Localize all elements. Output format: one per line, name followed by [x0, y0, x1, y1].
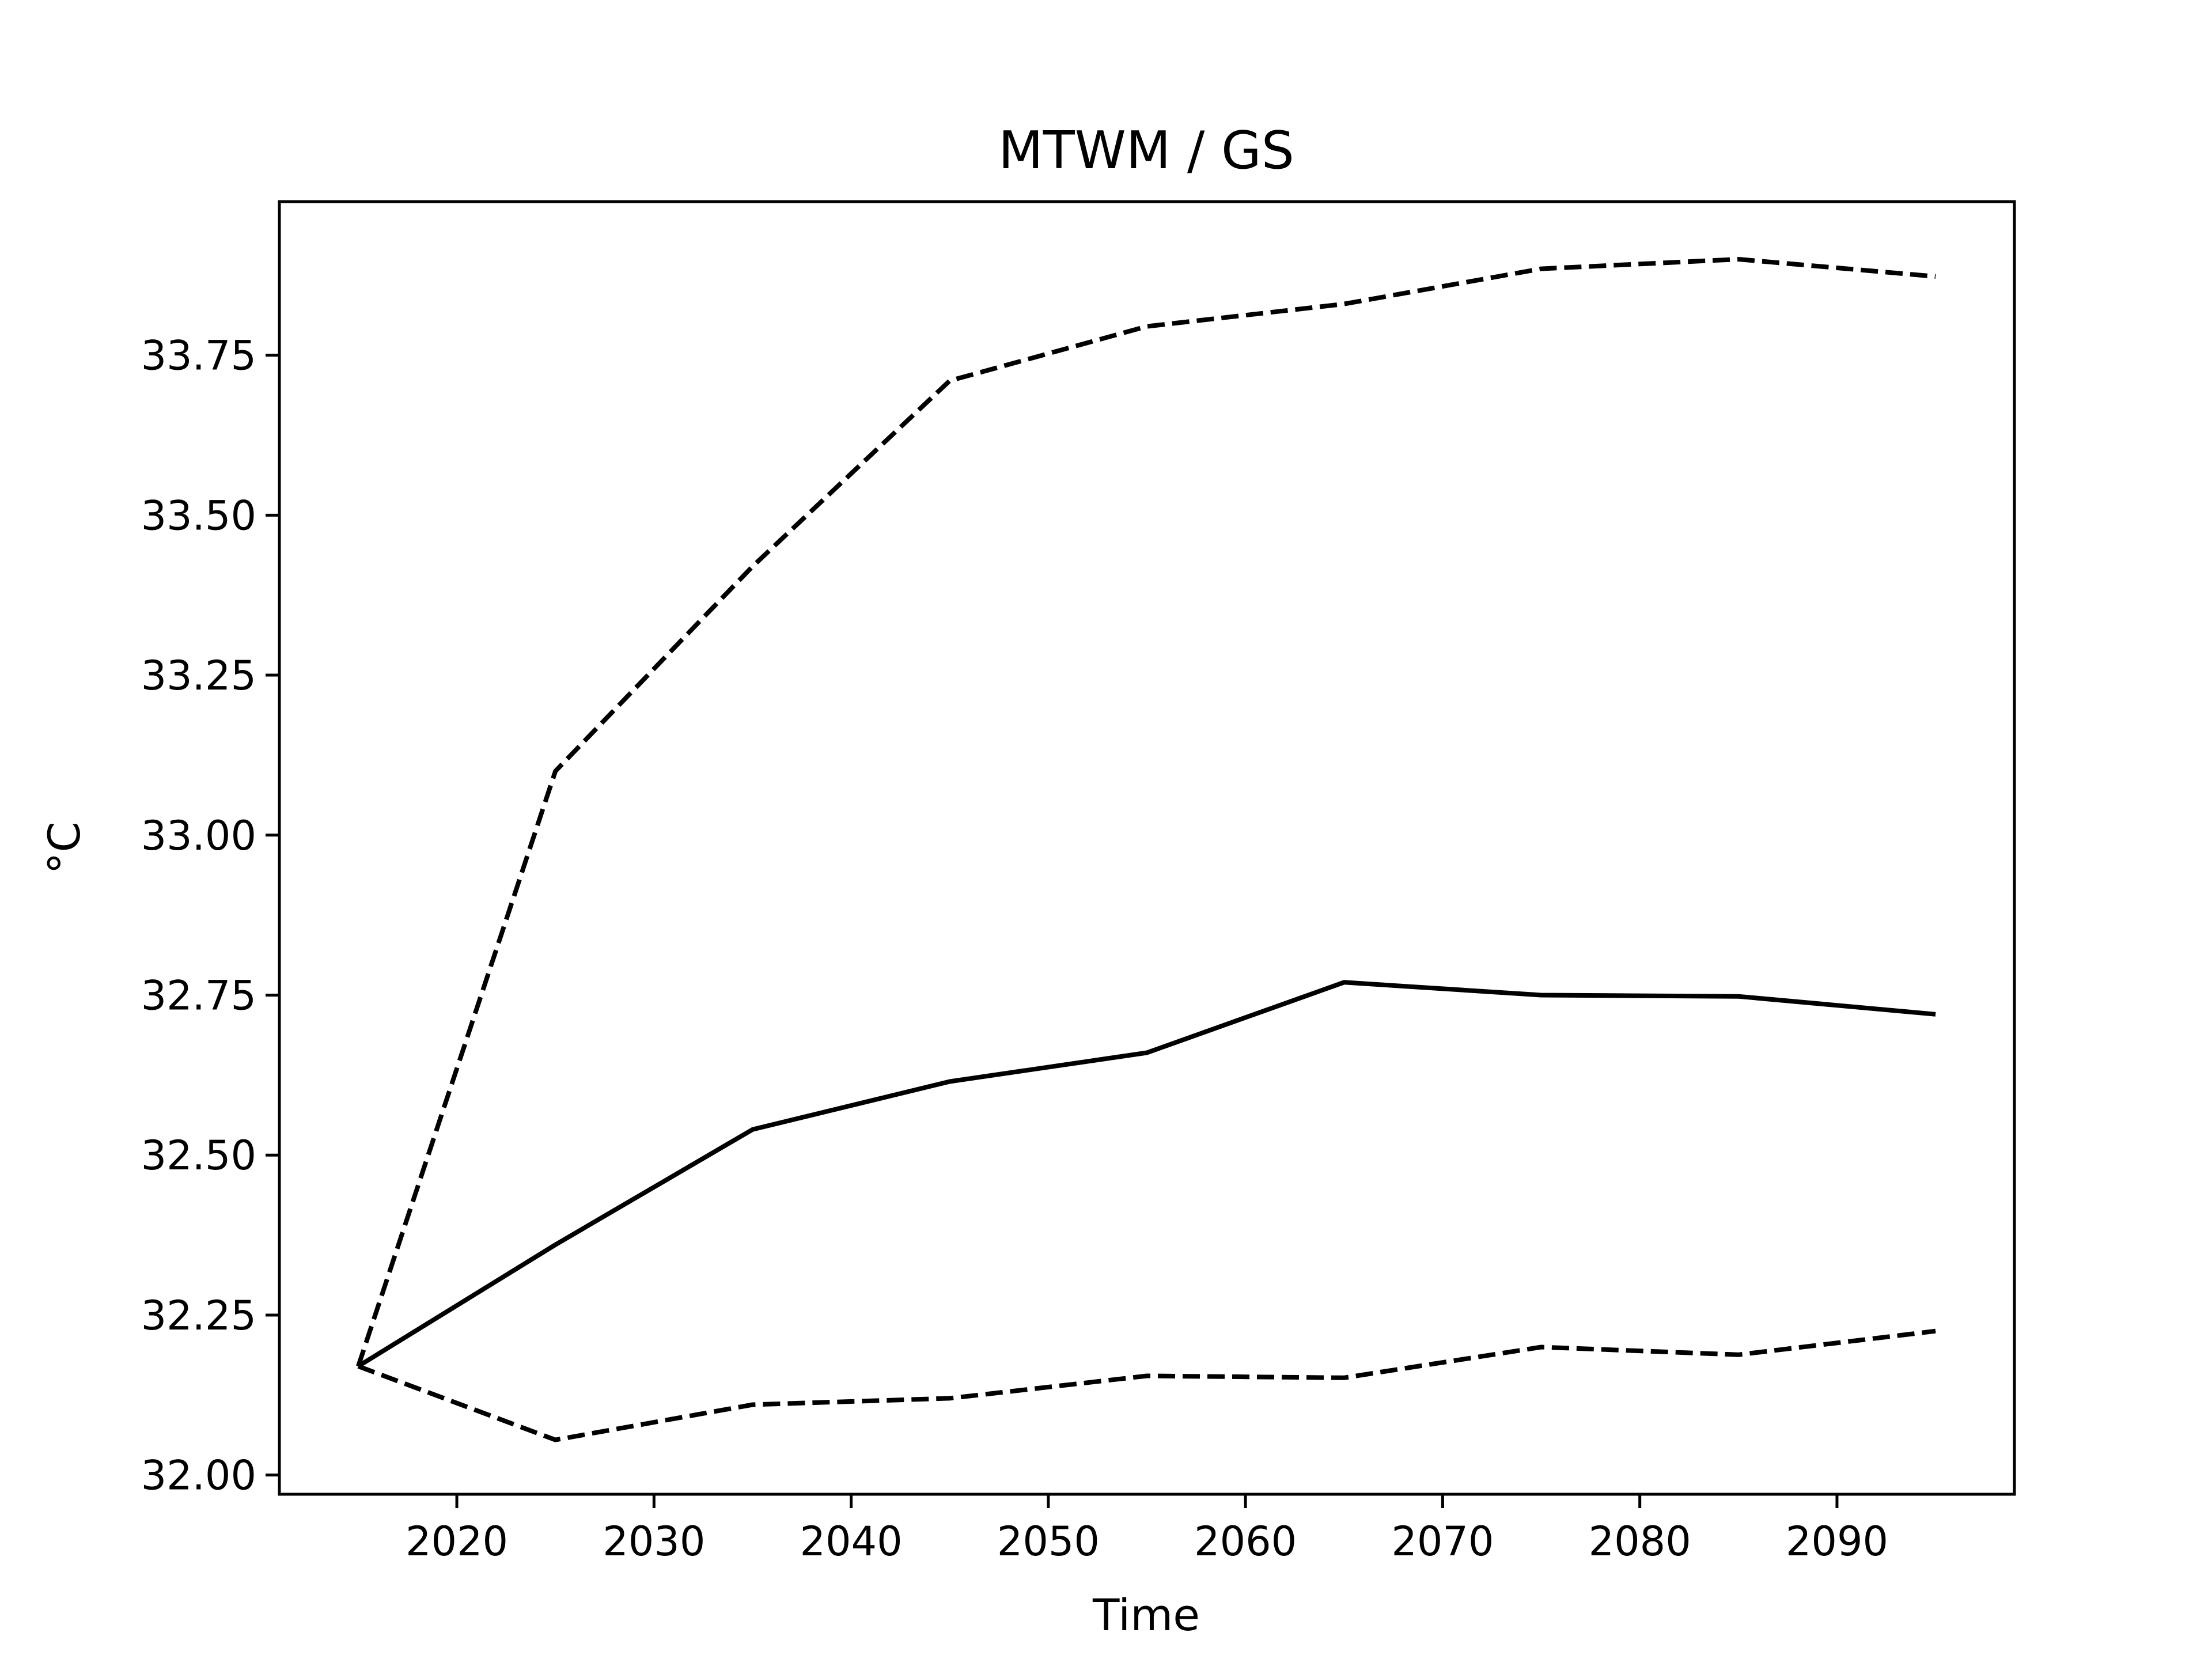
x-tick-label: 2090: [1786, 1518, 1888, 1565]
solid-series-line-0: [357, 980, 1936, 1369]
x-axis-label: Time: [1092, 1589, 1200, 1641]
series-layer: [356, 257, 1936, 1442]
y-tick-label: 33.50: [141, 492, 256, 539]
y-tick-label: 33.00: [141, 812, 256, 859]
dashed-series-line-2: [357, 1328, 1936, 1442]
x-tick-label: 2030: [603, 1518, 705, 1565]
chart-title: MTWM / GS: [998, 120, 1294, 181]
y-axis: 32.00 32.25 32.50 32.75 33.00 33.25 33.50 33.75: [141, 332, 279, 1499]
x-tick-label: 2050: [997, 1518, 1100, 1565]
y-tick-label: 33.75: [141, 332, 256, 380]
y-tick-label: 32.75: [141, 972, 256, 1020]
x-tick-label: 2080: [1589, 1518, 1691, 1565]
x-tick-label: 2070: [1391, 1518, 1494, 1565]
dashed-series-line-1: [356, 257, 1936, 1368]
plot-frame: [278, 200, 2016, 1496]
x-axis: 2020 2030 2040 2050 2060 2070 2080 2090: [406, 1494, 1888, 1565]
x-tick-label: 2020: [406, 1518, 508, 1565]
y-tick-label: 32.25: [141, 1292, 256, 1339]
x-tick-label: 2060: [1194, 1518, 1297, 1565]
y-tick-label: 32.00: [141, 1452, 256, 1499]
y-tick-label: 32.50: [141, 1132, 256, 1179]
y-axis-label: °C: [39, 821, 90, 874]
x-tick-label: 2040: [800, 1518, 903, 1565]
y-tick-label: 33.25: [141, 652, 256, 699]
